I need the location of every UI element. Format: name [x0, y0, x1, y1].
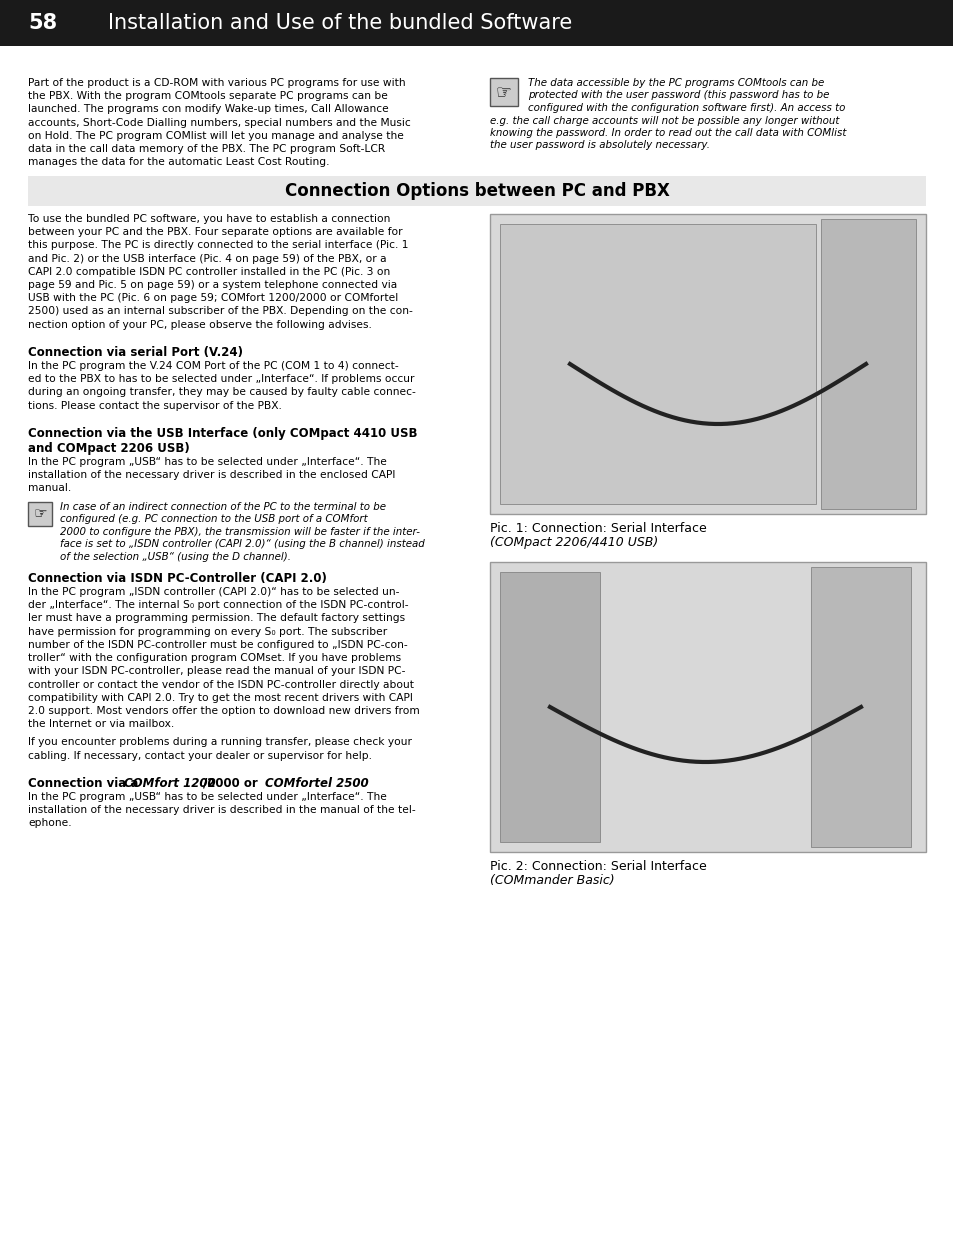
Text: configured with the configuration software first). An access to: configured with the configuration softwa… — [527, 103, 844, 113]
Text: cabling. If necessary, contact your dealer or supervisor for help.: cabling. If necessary, contact your deal… — [28, 751, 372, 761]
Text: COMfort 1200: COMfort 1200 — [124, 777, 215, 789]
Text: on Hold. The PC program ‪COMlist‬ will let you manage and analyse the: on Hold. The PC program ‪COMlist‬ will l… — [28, 131, 403, 141]
Text: (COMpact 2206/4410 USB): (COMpact 2206/4410 USB) — [490, 535, 658, 549]
Bar — [499, 224, 815, 504]
Text: during an ongoing transfer, they may be caused by faulty cable connec-: during an ongoing transfer, they may be … — [28, 388, 416, 398]
Text: face is set to „ISDN controller (CAPI 2.0)“ (using the B channel) instead: face is set to „ISDN controller (CAPI 2.… — [60, 539, 424, 549]
Text: the PBX. With the program ‪COMtools‬ separate PC programs can be: the PBX. With the program ‪COMtools‬ sep… — [28, 91, 388, 101]
Text: Installation and Use of the bundled Software: Installation and Use of the bundled Soft… — [108, 13, 572, 33]
Text: In the PC program the V.24 COM Port of the PC (COM 1 to 4) connect-: In the PC program the V.24 COM Port of t… — [28, 362, 398, 372]
Text: tions. Please contact the supervisor of the PBX.: tions. Please contact the supervisor of … — [28, 400, 281, 410]
Text: Pic. 1: Connection: Serial Interface: Pic. 1: Connection: Serial Interface — [490, 522, 706, 535]
Bar — [490, 78, 517, 106]
Text: and Pic. 2) or the USB interface (Pic. 4 on page 59) of the PBX, or a: and Pic. 2) or the USB interface (Pic. 4… — [28, 254, 386, 264]
Text: ephone.: ephone. — [28, 818, 71, 828]
Text: installation of the necessary driver is described in the enclosed CAPI: installation of the necessary driver is … — [28, 470, 395, 480]
Text: 2.0 support. Most vendors offer the option to download new drivers from: 2.0 support. Most vendors offer the opti… — [28, 706, 419, 716]
Text: ☞: ☞ — [496, 83, 512, 101]
Text: knowing the password. In order to read out the call data with COMlist: knowing the password. In order to read o… — [490, 128, 845, 138]
Text: number of the ISDN PC-controller must be configured to „ISDN PC-con-: number of the ISDN PC-controller must be… — [28, 641, 407, 651]
Text: Pic. 2: Connection: Serial Interface: Pic. 2: Connection: Serial Interface — [490, 859, 706, 873]
Text: ler must have a programming permission. The default factory settings: ler must have a programming permission. … — [28, 613, 405, 623]
Text: between your PC and the PBX. Four separate options are available for: between your PC and the PBX. Four separa… — [28, 228, 402, 238]
Text: In the PC program „USB“ has to be selected under „Interface“. The: In the PC program „USB“ has to be select… — [28, 792, 387, 802]
Text: 58: 58 — [28, 13, 57, 33]
Text: launched. The programs con modify Wake-up times, Call Allowance: launched. The programs con modify Wake-u… — [28, 104, 388, 114]
Text: COMfortel 2500: COMfortel 2500 — [265, 777, 368, 789]
Text: ed to the PBX to has to be selected under „Interface“. If problems occur: ed to the PBX to has to be selected unde… — [28, 374, 414, 384]
Bar — [490, 214, 925, 514]
Text: the user password is absolutely necessary.: the user password is absolutely necessar… — [490, 140, 709, 150]
Bar — [499, 572, 599, 842]
Text: CAPI 2.0 compatible ISDN PC controller installed in the PC (Pic. 3 on: CAPI 2.0 compatible ISDN PC controller i… — [28, 266, 390, 276]
Text: der „Interface“. The internal S₀ port connection of the ISDN PC-control-: der „Interface“. The internal S₀ port co… — [28, 600, 408, 610]
Text: Connection via serial Port (V.24): Connection via serial Port (V.24) — [28, 347, 243, 359]
Text: To use the bundled PC software, you have to establish a connection: To use the bundled PC software, you have… — [28, 214, 390, 224]
Text: the Internet or via mailbox.: the Internet or via mailbox. — [28, 719, 174, 729]
Text: Connection via a: Connection via a — [28, 777, 142, 789]
Text: Connection Options between PC and PBX: Connection Options between PC and PBX — [284, 181, 669, 200]
Text: accounts, Short-Code Dialling numbers, special numbers and the Music: accounts, Short-Code Dialling numbers, s… — [28, 118, 411, 128]
Text: USB with the PC (Pic. 6 on page 59; COMfort 1200/2000 or COMfortel: USB with the PC (Pic. 6 on page 59; COMf… — [28, 293, 397, 303]
Text: Connection via the USB Interface (only COMpact 4410 USB: Connection via the USB Interface (only C… — [28, 427, 417, 440]
Text: (COMmander Basic): (COMmander Basic) — [490, 874, 614, 887]
Text: In case of an indirect connection of the PC to the terminal to be: In case of an indirect connection of the… — [60, 502, 386, 512]
Text: controller or contact the vendor of the ISDN PC-controller directly about: controller or contact the vendor of the … — [28, 679, 414, 689]
Text: e.g. the call charge accounts will not be possible any longer without: e.g. the call charge accounts will not b… — [490, 115, 839, 125]
Text: ☞: ☞ — [33, 507, 47, 522]
Text: compatibility with CAPI 2.0. Try to get the most recent drivers with CAPI: compatibility with CAPI 2.0. Try to get … — [28, 693, 413, 703]
Text: nection option of your PC, please observe the following advises.: nection option of your PC, please observ… — [28, 319, 372, 329]
Text: /2000 or: /2000 or — [203, 777, 262, 789]
Text: troller“ with the configuration program COMset. If you have problems: troller“ with the configuration program … — [28, 653, 400, 663]
Bar — [490, 562, 925, 852]
Text: If you encounter problems during a running transfer, please check your: If you encounter problems during a runni… — [28, 737, 412, 747]
Text: have permission for programming on every S₀ port. The subscriber: have permission for programming on every… — [28, 627, 387, 637]
Text: and COMpact 2206 USB): and COMpact 2206 USB) — [28, 442, 190, 455]
Text: 2000 to configure the PBX), the transmission will be faster if the inter-: 2000 to configure the PBX), the transmis… — [60, 527, 419, 537]
Text: page 59 and Pic. 5 on page 59) or a system telephone connected via: page 59 and Pic. 5 on page 59) or a syst… — [28, 280, 396, 290]
Bar — [0, 0, 953, 46]
Text: In the PC program „USB“ has to be selected under „Interface“. The: In the PC program „USB“ has to be select… — [28, 457, 387, 467]
Text: Connection via ISDN PC-Controller (CAPI 2.0): Connection via ISDN PC-Controller (CAPI … — [28, 572, 327, 585]
Text: this purpose. The PC is directly connected to the serial interface (Pic. 1: this purpose. The PC is directly connect… — [28, 240, 408, 250]
Text: installation of the necessary driver is described in the manual of the tel-: installation of the necessary driver is … — [28, 806, 416, 816]
Text: Part of the product is a CD-ROM with various PC programs for use with: Part of the product is a CD-ROM with var… — [28, 78, 405, 88]
Text: manual.: manual. — [28, 483, 71, 493]
Bar — [28, 176, 925, 206]
Text: with your ISDN PC-controller, please read the manual of your ISDN PC-: with your ISDN PC-controller, please rea… — [28, 667, 405, 677]
Text: manages the data for the automatic Least Cost Routing.: manages the data for the automatic Least… — [28, 158, 329, 168]
Text: 2500) used as an internal subscriber of the PBX. Depending on the con-: 2500) used as an internal subscriber of … — [28, 306, 413, 317]
Bar — [821, 219, 915, 509]
Text: configured (e.g. PC connection to the USB port of a COMfort: configured (e.g. PC connection to the US… — [60, 514, 367, 524]
Bar — [28, 502, 52, 525]
Text: protected with the user password (this password has to be: protected with the user password (this p… — [527, 90, 828, 100]
Bar — [810, 567, 910, 847]
Text: of the selection „USB“ (using the D channel).: of the selection „USB“ (using the D chan… — [60, 552, 291, 562]
Text: The data accessible by the PC programs COMtools can be: The data accessible by the PC programs C… — [527, 78, 823, 88]
Text: data in the call data memory of the PBX. The PC program ‪Soft-LCR‬: data in the call data memory of the PBX.… — [28, 144, 385, 154]
Text: In the PC program „ISDN controller (CAPI 2.0)“ has to be selected un-: In the PC program „ISDN controller (CAPI… — [28, 587, 399, 597]
